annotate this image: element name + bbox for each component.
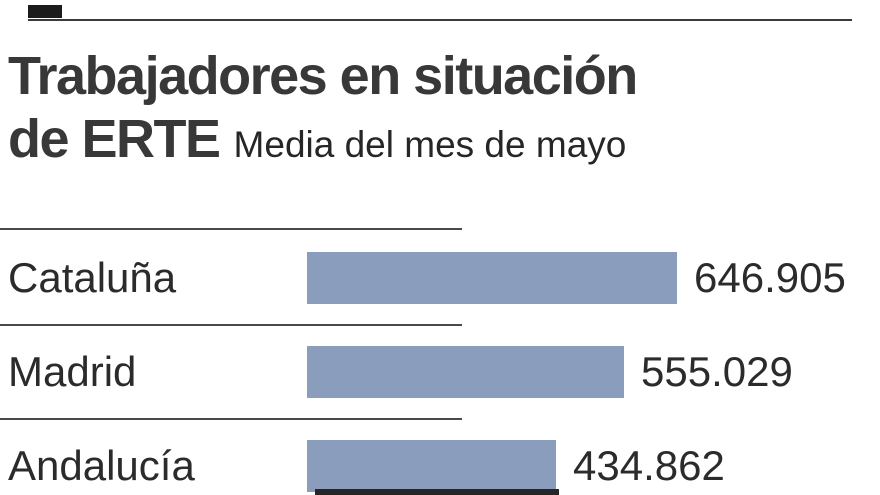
value-bar [307, 440, 556, 492]
row-separator [0, 324, 462, 326]
region-label: Madrid [8, 348, 137, 395]
chart-row: Cataluña 646.905 [0, 232, 880, 324]
region-label: Cataluña [8, 254, 177, 301]
top-rule [28, 19, 852, 21]
chart-header: Trabajadores en situación de ERTE Media d… [8, 46, 872, 170]
region-label: Andalucía [8, 442, 195, 489]
row-separator [0, 228, 462, 230]
chart-title-line2: de ERTE [8, 109, 221, 170]
value-label: 555.029 [641, 348, 793, 395]
top-tab-marker [28, 5, 62, 18]
value-label: 646.905 [694, 254, 846, 301]
chart-row: Madrid 555.029 [0, 326, 880, 418]
chart-row: Andalucía 434.862 [0, 420, 880, 495]
chart-subtitle: Media del mes de mayo [233, 124, 627, 166]
bottom-crop-line [315, 489, 559, 495]
value-bar [307, 252, 677, 304]
value-label: 434.862 [573, 442, 725, 489]
chart-title-line1: Trabajadores en situación [8, 46, 638, 106]
value-bar [307, 346, 624, 398]
row-separator [0, 418, 462, 420]
